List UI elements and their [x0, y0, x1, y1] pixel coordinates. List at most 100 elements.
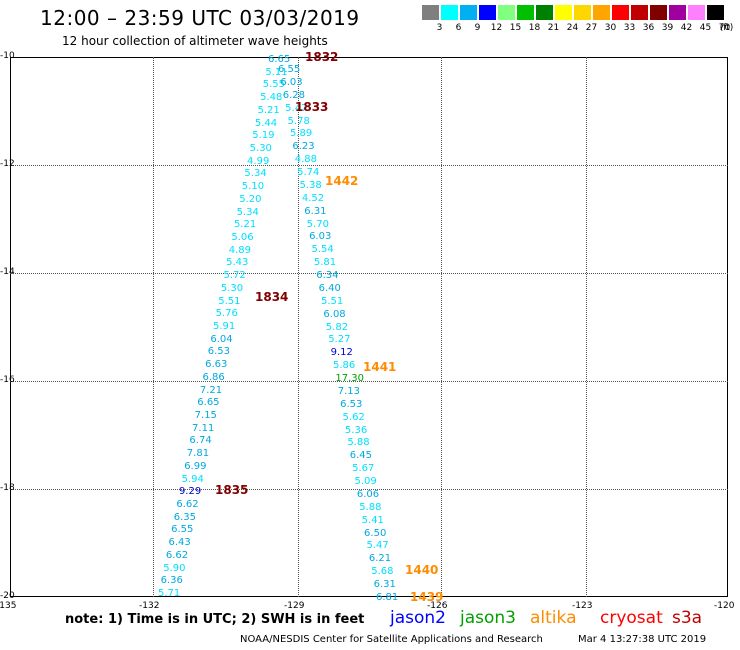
y-tick-label: -16 [0, 375, 15, 385]
y-tick-label: -20 [0, 591, 15, 601]
swh-value: 5.21 [257, 104, 280, 116]
swh-value: 5.68 [371, 566, 394, 578]
swh-value: 6.65 [197, 397, 220, 409]
swh-value: 6.50 [364, 527, 387, 539]
swh-value: 6.55 [278, 64, 301, 75]
swh-value: 5.74 [297, 167, 320, 179]
legend-swatch [707, 5, 724, 20]
pass-number: 1833 [295, 100, 329, 114]
grid-line-vertical [586, 57, 587, 597]
y-tick-label: -14 [0, 267, 15, 277]
swh-value: 17.30 [335, 373, 364, 385]
mission-name: s3a [672, 608, 703, 628]
swh-value: 5.51 [218, 295, 241, 307]
swh-value: 6.04 [210, 333, 233, 345]
swh-value: 6.06 [356, 488, 380, 500]
legend-label: 18 [528, 23, 541, 33]
legend-swatch [669, 5, 686, 20]
legend-label: 42 [680, 23, 693, 33]
swh-value: 5.91 [213, 321, 236, 332]
swh-value: 5.62 [342, 411, 365, 423]
swh-value: 7.13 [337, 385, 361, 397]
legend-label: 12 [490, 23, 503, 33]
swh-value: 5.36 [344, 424, 368, 436]
swh-value: 6.31 [304, 205, 327, 217]
legend-label: 70 [718, 23, 731, 33]
swh-value: 6.81 [376, 592, 399, 603]
legend-swatch [555, 5, 572, 20]
swh-value: 6.08 [323, 308, 346, 320]
mission-name: jason2 [390, 608, 446, 628]
y-tick-label: -18 [0, 483, 15, 493]
swh-value: 4.52 [301, 192, 325, 204]
swh-value: 5.89 [289, 128, 313, 140]
x-tick-label: -123 [572, 601, 593, 611]
swh-value: 5.41 [361, 514, 384, 526]
swh-value: 5.48 [260, 92, 283, 104]
x-tick-label: -132 [139, 601, 160, 611]
pass-number: 1834 [255, 290, 289, 304]
legend-swatch [612, 5, 629, 20]
swh-value: 6.86 [202, 371, 225, 383]
grid-line-vertical [441, 57, 442, 597]
swh-value: 5.43 [226, 257, 249, 269]
legend-label: 36 [642, 23, 655, 33]
pass-number: 1439 [410, 590, 444, 604]
legend-label: 27 [585, 23, 598, 33]
footer-note: note: 1) Time is in UTC; 2) SWH is in fe… [65, 612, 365, 627]
grid-line-vertical [298, 57, 299, 597]
swh-value: 6.65 [268, 54, 291, 65]
swh-value: 5.10 [241, 181, 265, 193]
legend-swatch [593, 5, 610, 20]
swh-value: 6.28 [282, 89, 306, 101]
mission-name: jason3 [460, 608, 516, 628]
swh-value: 5.09 [354, 476, 377, 488]
swh-value: 5.54 [311, 244, 334, 256]
legend-swatch [574, 5, 591, 20]
swh-value: 5.20 [239, 193, 262, 205]
legend-label: 30 [604, 23, 617, 33]
swh-value: 7.21 [199, 384, 223, 396]
swh-value: 5.55 [262, 79, 286, 91]
x-tick-label: -126 [427, 601, 448, 611]
swh-value: 6.53 [207, 346, 231, 358]
swh-value: 6.55 [171, 524, 194, 536]
legend-swatch [460, 5, 477, 20]
swh-value: 5.88 [359, 501, 382, 513]
x-tick-label: -129 [284, 601, 305, 611]
grid-line-vertical [153, 57, 154, 597]
swh-value: 6.99 [184, 460, 207, 472]
swh-value: 5.71 [158, 588, 181, 599]
swh-value: 6.23 [292, 141, 315, 153]
swh-value: 5.34 [236, 206, 259, 218]
swh-value: 5.88 [347, 437, 370, 449]
swh-value: 5.72 [223, 270, 246, 282]
legend-swatch [498, 5, 515, 20]
swh-value: 5.06 [231, 232, 254, 243]
swh-value: 5.47 [285, 102, 308, 114]
swh-value: 5.82 [325, 321, 349, 333]
legend-swatch [517, 5, 534, 20]
swh-value: 6.63 [205, 359, 228, 371]
swh-value: 5.51 [321, 295, 344, 307]
legend-swatch [441, 5, 458, 20]
swh-value: 5.70 [306, 218, 329, 230]
y-tick-label: -12 [0, 159, 15, 169]
legend-label: 39 [661, 23, 674, 33]
swh-value: 5.19 [252, 130, 275, 142]
mission-name: cryosat [600, 608, 663, 628]
swh-value: 5.67 [352, 463, 375, 475]
pass-number: 1835 [215, 483, 249, 497]
swh-value: 6.62 [165, 549, 189, 561]
grid-line-horizontal [10, 381, 728, 382]
legend-label: 3 [436, 23, 443, 33]
swh-value: 6.74 [189, 435, 212, 447]
legend-swatch [688, 5, 705, 20]
legend-label: 6 [455, 23, 462, 33]
generation-timestamp: Mar 4 13:27:38 UTC 2019 [578, 634, 707, 645]
legend-label: 45 [699, 23, 712, 33]
legend-label: 24 [566, 23, 579, 33]
x-tick-label: -120 [714, 601, 735, 611]
swh-value: 5.81 [313, 257, 337, 269]
swh-value: 4.88 [294, 154, 317, 166]
